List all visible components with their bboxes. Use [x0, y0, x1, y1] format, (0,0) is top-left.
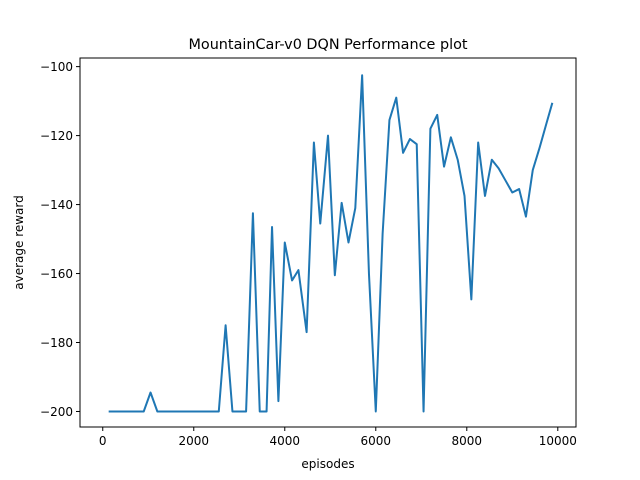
y-axis-label: average reward	[12, 195, 26, 290]
y-tick-label: −200	[40, 405, 73, 419]
y-tick-label: −140	[40, 198, 73, 212]
y-tick-label: −100	[40, 60, 73, 74]
x-tick-label: 0	[99, 434, 107, 448]
series-line-0	[108, 74, 554, 413]
y-tick-label: −120	[40, 129, 73, 143]
series-layer	[108, 74, 554, 413]
plot-frame	[79, 57, 577, 428]
y-tick-label: −160	[40, 267, 73, 281]
x-axis-ticks: 0 2000 4000 6000 8000 10000	[99, 427, 577, 448]
x-tick-label: 4000	[269, 434, 300, 448]
chart-title: MountainCar-v0 DQN Performance plot	[188, 37, 467, 53]
x-tick-label: 2000	[178, 434, 209, 448]
y-tick-label: −180	[40, 336, 73, 350]
x-axis-label: episodes	[301, 457, 354, 471]
plot-area	[80, 58, 576, 427]
y-axis-ticks: −200 −180 −160 −140 −120 −100	[40, 60, 80, 419]
x-tick-label: 8000	[452, 434, 483, 448]
x-tick-label: 6000	[361, 434, 392, 448]
x-tick-label: 10000	[539, 434, 577, 448]
